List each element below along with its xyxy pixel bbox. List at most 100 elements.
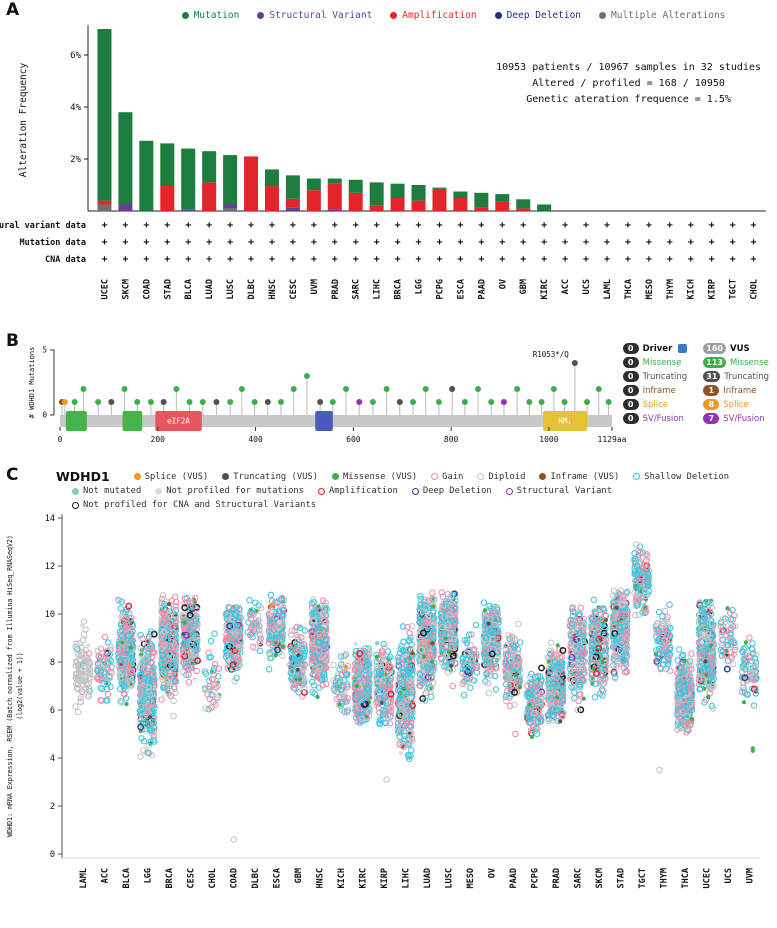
bar-segment-structural[interactable] — [327, 209, 342, 211]
point-gain[interactable] — [97, 697, 104, 704]
point-shallow[interactable] — [160, 684, 167, 691]
lollipop-missense[interactable] — [329, 399, 336, 405]
point-shallow[interactable] — [145, 749, 152, 757]
point-shallow[interactable] — [148, 709, 155, 716]
point-shallow[interactable] — [141, 695, 149, 702]
point-shallow[interactable] — [94, 666, 102, 674]
point-diploid[interactable] — [79, 636, 87, 644]
bar-segment-amplification[interactable] — [432, 188, 447, 211]
point-gain[interactable] — [117, 634, 125, 641]
lollipop-missense[interactable] — [238, 386, 245, 392]
bar-segment-structural[interactable] — [223, 204, 238, 209]
point-diploid[interactable] — [72, 658, 80, 665]
lollipop-missense[interactable] — [199, 399, 206, 405]
bar-segment-mutation[interactable] — [348, 179, 363, 193]
point-shallow[interactable] — [211, 630, 218, 637]
lollipop-missense[interactable] — [514, 386, 521, 392]
point-gain[interactable] — [140, 664, 148, 672]
point-deep[interactable] — [137, 723, 145, 731]
protein-domain[interactable] — [155, 411, 202, 431]
point-diploid[interactable] — [72, 671, 80, 679]
lollipop-truncating[interactable] — [213, 399, 220, 405]
point-diploid[interactable] — [126, 629, 133, 637]
point-notmut[interactable] — [128, 677, 133, 683]
point-gain[interactable] — [150, 727, 158, 735]
lollipop-missense[interactable] — [410, 399, 417, 405]
lollipop-truncating[interactable] — [317, 399, 324, 405]
lollipop-missense[interactable] — [173, 386, 180, 392]
point-shallow[interactable] — [118, 598, 126, 605]
point-diploid[interactable] — [142, 655, 150, 662]
point-diploid[interactable] — [138, 659, 146, 666]
bar-segment-amplification[interactable] — [160, 185, 175, 211]
point-shallow[interactable] — [144, 653, 151, 660]
bar-segment-mutation[interactable] — [474, 192, 489, 208]
point-gain[interactable] — [100, 653, 108, 660]
point-shallow[interactable] — [151, 738, 158, 745]
lollipop-missense[interactable] — [303, 373, 310, 379]
point-notprofmut[interactable] — [79, 694, 84, 699]
point-notmut[interactable] — [124, 678, 129, 683]
bar-segment-mutation[interactable] — [369, 182, 384, 206]
lollipop-missense[interactable] — [147, 399, 154, 405]
point-inframe[interactable] — [166, 601, 172, 607]
bar-segment-mutation[interactable] — [495, 194, 510, 202]
point-shallow[interactable] — [149, 698, 156, 705]
point-shallow[interactable] — [107, 683, 114, 691]
lollipop-missense[interactable] — [605, 399, 612, 405]
point-shallow[interactable] — [103, 685, 111, 693]
lollipop-truncating[interactable] — [108, 399, 115, 405]
point-shallow[interactable] — [119, 665, 126, 672]
point-gain[interactable] — [93, 674, 101, 681]
bar-segment-mutation[interactable] — [285, 175, 300, 199]
lollipop-missense[interactable] — [134, 399, 141, 405]
bar-segment-multiple[interactable] — [97, 204, 112, 212]
point-missense[interactable] — [401, 686, 406, 692]
point-gain[interactable] — [118, 649, 125, 656]
bar-segment-mutation[interactable] — [264, 169, 279, 185]
point-gain[interactable] — [429, 589, 436, 597]
point-gain[interactable] — [103, 648, 111, 655]
point-shallow[interactable] — [141, 675, 148, 683]
lollipop-missense[interactable] — [290, 386, 297, 392]
lollipop-missense[interactable] — [595, 386, 602, 392]
point-diploid[interactable] — [287, 631, 295, 638]
point-diploid[interactable] — [279, 652, 286, 659]
bar-segment-mutation[interactable] — [516, 199, 531, 209]
point-gain[interactable] — [138, 690, 145, 697]
point-shallow[interactable] — [117, 605, 125, 612]
point-shallow[interactable] — [128, 637, 136, 645]
point-shallow[interactable] — [123, 608, 130, 616]
point-notmut[interactable] — [102, 676, 108, 681]
point-gain[interactable] — [148, 653, 156, 660]
point-shallow[interactable] — [137, 631, 144, 639]
bar-segment-mutation[interactable] — [453, 191, 468, 199]
bar-segment-amplification[interactable] — [411, 200, 426, 211]
point-gain[interactable] — [145, 707, 152, 715]
point-diploid[interactable] — [170, 697, 177, 705]
driver-filter-icon[interactable] — [678, 344, 688, 353]
lollipop-truncating[interactable] — [160, 399, 167, 405]
point-shallow[interactable] — [147, 640, 154, 648]
point-diploid[interactable] — [80, 618, 88, 625]
point-diploid[interactable] — [230, 836, 238, 843]
point-diploid[interactable] — [137, 703, 145, 711]
bar-segment-amplification[interactable] — [474, 207, 489, 211]
point-diploid[interactable] — [79, 648, 86, 656]
bar-segment-amplification[interactable] — [264, 185, 279, 211]
lollipop-missense[interactable] — [186, 399, 193, 405]
point-diploid[interactable] — [139, 713, 146, 720]
point-diploid[interactable] — [106, 656, 113, 663]
point-shallow[interactable] — [145, 633, 153, 641]
point-inframe[interactable] — [430, 641, 435, 646]
point-diploid[interactable] — [94, 647, 101, 654]
bar-segment-mutation[interactable] — [411, 185, 426, 201]
point-diploid[interactable] — [82, 685, 89, 692]
point-gain[interactable] — [124, 622, 131, 630]
point-shallow[interactable] — [427, 693, 435, 700]
point-notprofmut[interactable] — [160, 694, 165, 699]
point-notprofmut[interactable] — [398, 751, 403, 756]
point-diploid[interactable] — [86, 659, 94, 666]
bar-segment-amplification[interactable] — [390, 198, 405, 211]
point-missense[interactable] — [280, 644, 286, 649]
